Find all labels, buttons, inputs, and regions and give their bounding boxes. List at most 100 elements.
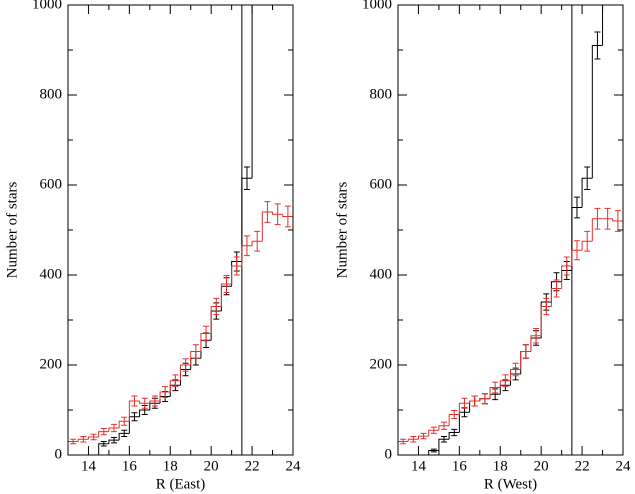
- y-tick-label: 400: [40, 266, 63, 282]
- x-tick-label: 14: [81, 458, 97, 474]
- error-bar: [584, 230, 591, 252]
- error-bar: [284, 205, 291, 228]
- x-axis-label: R (West): [484, 476, 537, 492]
- y-tick-label: 200: [40, 356, 63, 372]
- error-bar: [451, 428, 458, 437]
- histogram-step: [469, 400, 480, 404]
- error-bar: [441, 421, 448, 430]
- error-bar: [410, 436, 417, 443]
- histogram-step: [530, 335, 542, 352]
- error-bar: [573, 196, 580, 219]
- error-bar: [121, 429, 128, 438]
- histogram-step: [159, 391, 171, 401]
- frame: [67, 4, 294, 456]
- error-bar: [162, 386, 169, 398]
- histogram-step: [591, 45, 603, 179]
- histogram-step: [118, 432, 130, 441]
- error-bar: [481, 393, 488, 405]
- frame: [397, 4, 624, 456]
- error-bar: [430, 426, 437, 434]
- histogram-step: [479, 398, 491, 401]
- error-bar: [573, 240, 580, 261]
- x-tick-label: 18: [163, 458, 178, 474]
- histogram-step: [438, 425, 450, 431]
- x-tick-label: 24: [616, 458, 632, 474]
- error-bar: [100, 441, 107, 447]
- histogram-step: [190, 351, 201, 365]
- histogram-step: [272, 212, 283, 215]
- histogram-step: [561, 265, 572, 289]
- error-bar: [203, 325, 210, 342]
- error-bar: [100, 427, 107, 436]
- histogram-step: [169, 380, 181, 392]
- error-bar: [90, 433, 97, 441]
- error-bar: [471, 395, 478, 407]
- error-bar: [243, 235, 250, 257]
- histogram-step: [571, 207, 583, 271]
- error-bar: [533, 328, 540, 344]
- histogram-step: [241, 177, 253, 262]
- histogram-step: [231, 265, 242, 284]
- histogram-step: [128, 400, 140, 422]
- error-bar: [512, 362, 519, 377]
- histogram-step: [612, 218, 623, 222]
- histogram-step: [87, 436, 99, 440]
- histogram-step: [520, 351, 531, 370]
- histogram-step: [77, 438, 89, 442]
- error-bar: [594, 207, 601, 230]
- histogram-step: [550, 288, 562, 307]
- histogram-step: [428, 450, 439, 455]
- y-tick-label: 600: [40, 176, 63, 192]
- histogram-step: [438, 438, 450, 451]
- y-tick-label: 0: [55, 446, 63, 462]
- histogram-step: [98, 443, 109, 455]
- x-tick-label: 16: [122, 458, 138, 474]
- panel: 14 16 18 20 22 24 0 200 400 600 800 1000 R (East) Num…: [4, 0, 301, 492]
- histogram-step: [489, 387, 501, 399]
- histogram-step: [448, 414, 460, 426]
- error-bar: [254, 230, 261, 252]
- y-axis-label: Number of stars: [334, 182, 350, 279]
- error-bar: [80, 436, 87, 443]
- histogram-step: [251, 5, 253, 179]
- y-axis-label: Number of stars: [4, 182, 20, 279]
- x-tick-label: 18: [493, 458, 508, 474]
- histogram-step: [68, 441, 79, 455]
- error-bar: [182, 358, 189, 372]
- error-bar: [151, 395, 158, 407]
- error-bar: [461, 397, 468, 409]
- error-bar: [131, 395, 138, 407]
- histogram-step: [571, 249, 583, 266]
- histogram-step: [200, 333, 212, 352]
- panel: 14 16 18 20 22 24 0 200 400 600 800 1000 R (West) Num…: [334, 0, 631, 492]
- error-bar: [502, 374, 509, 388]
- error-bar: [543, 297, 550, 316]
- histogram-step: [602, 5, 604, 46]
- error-bar: [274, 203, 281, 226]
- histogram-step: [581, 240, 593, 251]
- histogram-step: [282, 214, 293, 217]
- y-tick-label: 1000: [362, 0, 392, 12]
- error-bar: [553, 279, 560, 298]
- histogram-step: [108, 439, 120, 444]
- plot-area: [68, 5, 293, 455]
- error-bar: [441, 436, 448, 443]
- histogram-step: [407, 438, 419, 442]
- error-bar: [233, 256, 240, 276]
- y-tick-label: 0: [385, 446, 393, 462]
- y-tick-label: 200: [370, 356, 393, 372]
- histogram-step: [149, 400, 161, 404]
- x-tick-label: 24: [286, 458, 302, 474]
- error-bar: [420, 432, 427, 440]
- error-bar: [243, 166, 250, 190]
- histogram-step: [510, 369, 521, 381]
- x-tick-label: 22: [575, 458, 590, 474]
- error-bar: [594, 31, 601, 60]
- plot-area: [398, 5, 623, 455]
- x-tick-label: 20: [534, 458, 549, 474]
- y-tick-label: 600: [370, 176, 393, 192]
- histogram-step: [591, 218, 603, 242]
- y-tick-label: 800: [40, 86, 63, 102]
- error-bar: [604, 207, 611, 230]
